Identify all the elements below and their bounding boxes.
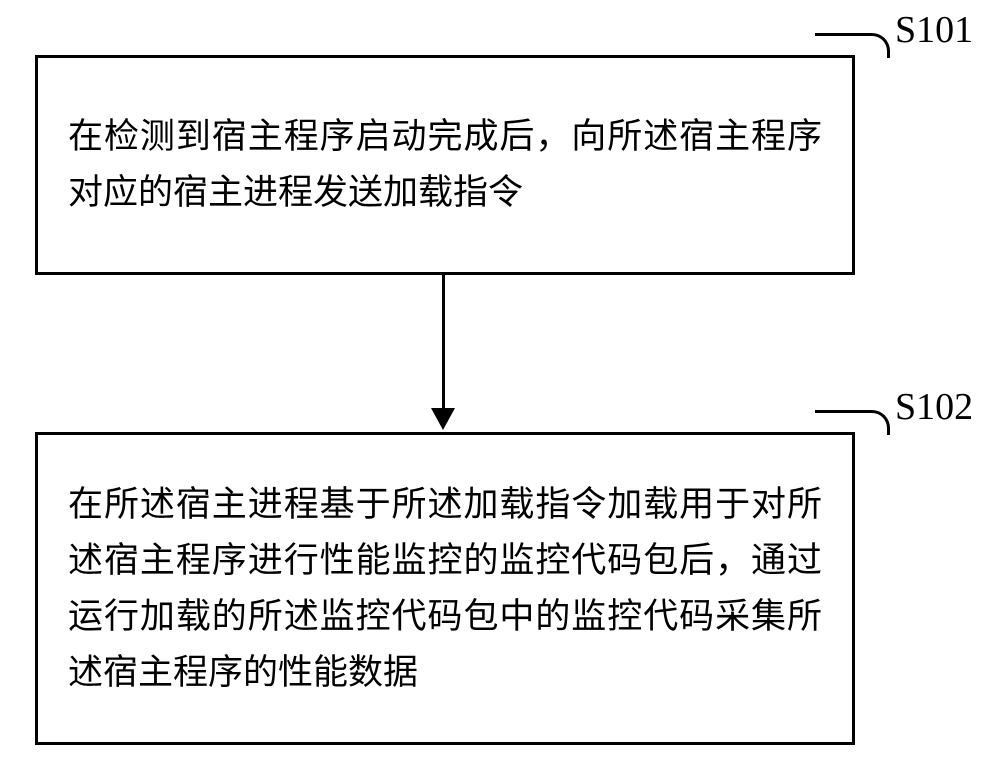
flow-node-s102-text: 在所述宿主进程基于所述加载指令加载用于对所述宿主程序进行性能监控的监控代码包后，…: [68, 477, 822, 701]
label-leader-s102: [815, 410, 890, 435]
label-leader-s101: [815, 33, 890, 58]
flow-node-s102: 在所述宿主进程基于所述加载指令加载用于对所述宿主程序进行性能监控的监控代码包后，…: [35, 432, 855, 745]
flow-node-s101-text: 在检测到宿主程序启动完成后，向所述宿主程序对应的宿主进程发送加载指令: [68, 109, 822, 221]
edge-s101-s102-arrowhead: [431, 408, 455, 430]
flow-node-s101: 在检测到宿主程序启动完成后，向所述宿主程序对应的宿主进程发送加载指令: [35, 55, 855, 275]
edge-s101-s102: [442, 275, 445, 410]
flowchart-canvas: 在检测到宿主程序启动完成后，向所述宿主程序对应的宿主进程发送加载指令 S101 …: [0, 0, 1000, 761]
step-label-s102: S102: [895, 385, 973, 429]
step-label-s101: S101: [895, 8, 973, 52]
